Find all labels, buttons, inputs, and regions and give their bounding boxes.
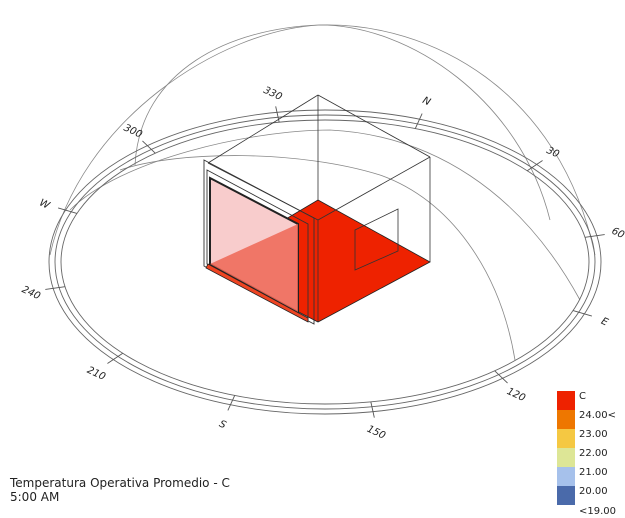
window-left-sill [205, 263, 309, 323]
compass-ring-mid [54, 114, 596, 410]
compass-label-210: 210 [85, 365, 107, 383]
compass-tick [227, 395, 236, 411]
legend-label: 20.00 [579, 486, 608, 497]
compass-label-120: 120 [505, 386, 527, 404]
compass-label-60: 60 [610, 226, 625, 241]
compass-tick [107, 352, 124, 364]
legend-row: 21.00 [557, 467, 623, 486]
window-left-floor [210, 224, 298, 312]
left-wall-outer [203, 159, 315, 325]
sky-dome [49, 24, 596, 361]
compass-tick [572, 310, 592, 317]
compass-tick [494, 370, 508, 384]
legend-label: 21.00 [579, 467, 608, 478]
compass-tick [142, 140, 156, 154]
compass-label-w: W [38, 197, 53, 212]
compass-label-150: 150 [365, 424, 387, 442]
compass-tick [45, 286, 66, 290]
legend-row: 22.00 [557, 448, 623, 467]
legend-swatch [557, 429, 575, 448]
room-edge-top-right [317, 94, 431, 158]
dome-meridian [134, 24, 551, 221]
temperature-legend: C 24.00< 23.00 22.00 21.00 20.00 <19.00 [557, 391, 623, 517]
compass-label-n: N [421, 95, 433, 108]
compass-label-30: 30 [545, 145, 561, 160]
compass-tick [526, 160, 543, 172]
caption-title: Temperatura Operativa Promedio - C [10, 476, 230, 490]
legend-row: 20.00 [557, 486, 623, 505]
legend-swatch [557, 448, 575, 467]
legend-unit-label: C [579, 391, 586, 402]
compass-rings [48, 109, 602, 415]
room-edge-top-front [317, 156, 431, 221]
legend-row-unit: C [557, 391, 623, 410]
legend-swatch-top [557, 391, 575, 410]
compass-label-300: 300 [122, 123, 144, 141]
caption-time: 5:00 AM [10, 490, 60, 504]
legend-row: 24.00< [557, 410, 623, 429]
room-model [203, 94, 431, 325]
room-edge-top-left [207, 94, 319, 164]
legend-label: 23.00 [579, 429, 608, 440]
compass-tick [414, 113, 423, 129]
legend-swatch [557, 467, 575, 486]
compass-ring-outer [48, 109, 602, 415]
legend-label: 24.00< [579, 410, 617, 421]
legend-row: 23.00 [557, 429, 623, 448]
compass-tick [584, 234, 605, 238]
legend-label: 22.00 [579, 448, 608, 459]
compass-label-e: E [599, 316, 610, 329]
compass-tick [58, 207, 78, 214]
legend-swatch [557, 410, 575, 429]
caption: Temperatura Operativa Promedio - C 5:00 … [10, 476, 230, 504]
dome-arc-inner [69, 129, 581, 301]
compass-label-240: 240 [20, 284, 42, 302]
dome-arc-sun [119, 155, 516, 361]
window-right [354, 208, 399, 271]
compass-tick [370, 401, 375, 418]
compass-label-330: 330 [262, 85, 284, 103]
compass-ticks [45, 106, 605, 418]
legend-swatch [557, 486, 575, 505]
legend-bottom-label: <19.00 [579, 506, 617, 517]
compass-ring-inner [60, 119, 590, 405]
compass-label-s: S [217, 419, 228, 432]
